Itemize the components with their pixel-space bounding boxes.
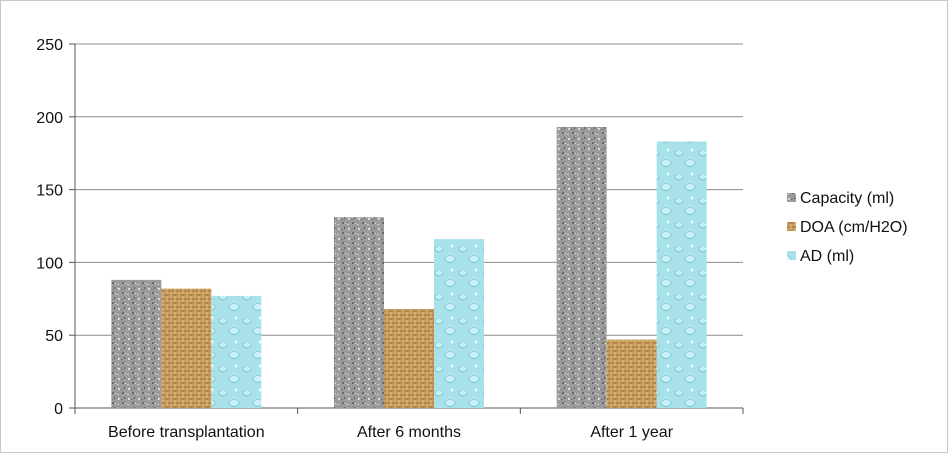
bar-capacity-ml-0 [111, 279, 162, 408]
y-tick-label: 100 [36, 255, 63, 272]
legend-label: Capacity (ml) [800, 190, 894, 207]
bar-capacity-ml-1 [334, 217, 384, 408]
bars [111, 126, 707, 408]
legend-label: AD (ml) [800, 248, 854, 265]
y-axis-ticks: 0 50 100 150 200 250 [36, 37, 75, 418]
x-tick-label: Before transplantation [108, 424, 265, 441]
y-tick-label: 250 [36, 37, 63, 54]
legend-swatch [787, 222, 796, 231]
bar-doa-cm-h2o-2 [606, 339, 657, 408]
legend-label: DOA (cm/H2O) [800, 219, 908, 236]
x-axis-ticks: Before transplantation After 6 months Afte… [74, 408, 744, 441]
y-tick-label: 50 [45, 328, 63, 345]
legend: Capacity (ml) DOA (cm/H2O) AD (ml) [787, 190, 908, 265]
x-tick-label: After 6 months [357, 424, 461, 441]
y-tick-label: 200 [36, 110, 63, 127]
legend-swatch [787, 193, 796, 202]
x-tick-label: After 1 year [590, 424, 673, 441]
bar-ad-ml-2 [656, 141, 707, 408]
bar-ad-ml-0 [211, 295, 262, 408]
legend-swatch [787, 251, 796, 260]
bar-doa-cm-h2o-0 [161, 288, 212, 408]
bar-doa-cm-h2o-1 [384, 308, 434, 408]
grid-lines [75, 43, 743, 336]
y-tick-label: 0 [54, 401, 63, 418]
bar-ad-ml-1 [434, 239, 484, 408]
y-tick-label: 150 [36, 183, 63, 200]
bar-capacity-ml-2 [556, 126, 607, 408]
